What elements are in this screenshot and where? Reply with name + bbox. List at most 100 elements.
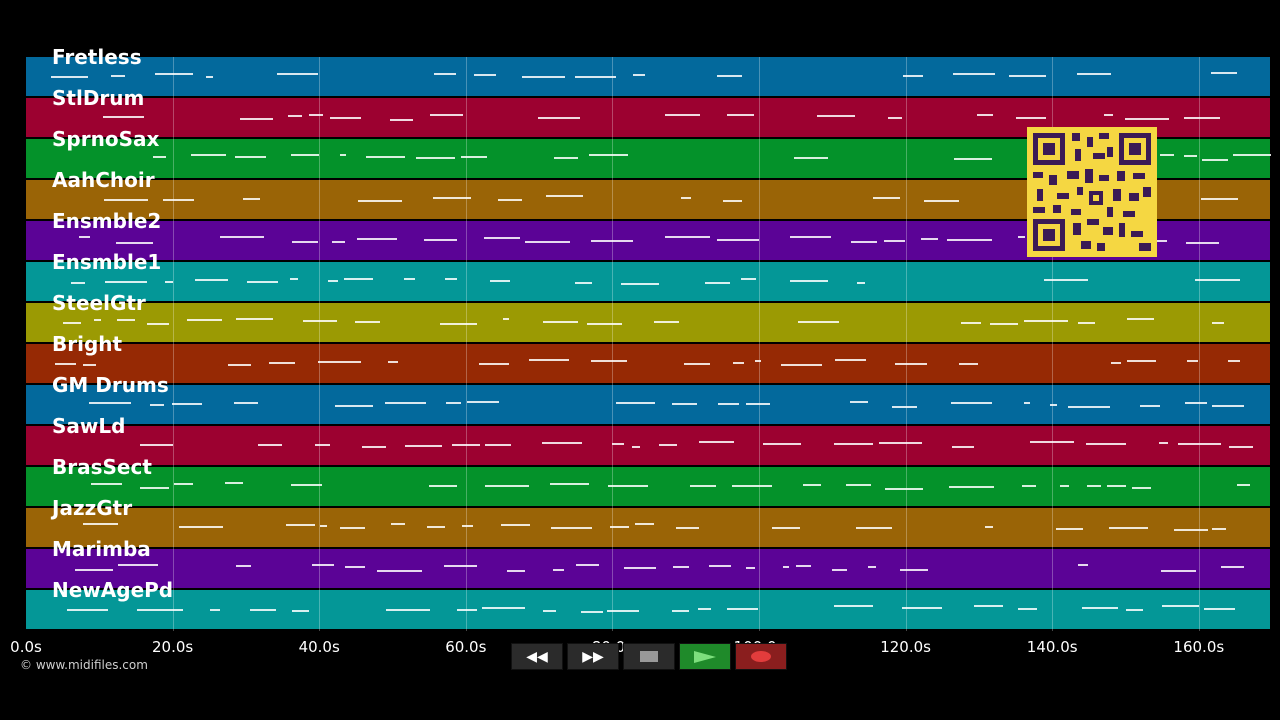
note-segment (868, 566, 877, 568)
note-segment (895, 363, 928, 365)
note-segment (1017, 236, 1026, 238)
note-segment (796, 565, 811, 567)
note-segment (240, 118, 274, 120)
note-segment (525, 241, 570, 243)
note-segment (1103, 114, 1114, 116)
note-segment (110, 75, 125, 77)
note-segment (1227, 360, 1241, 362)
axis-tick-label: 140.0s (1026, 638, 1078, 656)
track-lane (26, 303, 1270, 342)
grid-line (1052, 57, 1054, 631)
note-segment (1078, 564, 1089, 566)
note-segment (831, 569, 848, 571)
note-segment (705, 282, 730, 284)
note-segment (574, 282, 593, 284)
note-segment (205, 76, 213, 78)
note-segment (653, 321, 680, 323)
note-segment (328, 280, 338, 282)
note-segment (1107, 485, 1127, 487)
rewind-button[interactable]: ◀◀ (511, 643, 563, 670)
note-segment (1200, 198, 1238, 200)
track-label: Ensmble1 (52, 250, 162, 274)
note-segment (91, 483, 123, 485)
note-segment (250, 609, 277, 611)
note-segment (1017, 608, 1038, 610)
grid-line (759, 57, 760, 631)
note-segment (607, 610, 639, 612)
note-segment (1021, 485, 1037, 487)
note-segment (147, 323, 170, 325)
axis-tick-label: 160.0s (1173, 638, 1225, 656)
note-segment (985, 526, 994, 528)
note-segment (1183, 117, 1221, 119)
track-label: SawLd (52, 414, 126, 438)
note-segment (334, 405, 374, 407)
note-segment (1161, 605, 1200, 607)
note-segment (257, 444, 282, 446)
note-segment (67, 609, 109, 611)
note-segment (428, 485, 458, 487)
note-segment (554, 157, 578, 159)
axis-tick-label: 60.0s (445, 638, 487, 656)
note-segment (209, 609, 220, 611)
note-segment (105, 281, 147, 283)
grid-line (319, 57, 321, 631)
note-segment (953, 158, 993, 160)
note-segment (388, 361, 399, 363)
note-segment (1023, 402, 1030, 404)
note-segment (1139, 405, 1160, 407)
note-segment (116, 242, 153, 244)
note-segment (452, 444, 481, 446)
record-button[interactable] (735, 643, 787, 670)
note-segment (855, 527, 892, 529)
note-segment (884, 488, 924, 490)
note-segment (1068, 406, 1110, 408)
note-segment (140, 444, 174, 446)
note-segment (404, 445, 442, 447)
fast-forward-button[interactable]: ▶▶ (567, 643, 619, 670)
note-segment (545, 195, 583, 197)
note-segment (55, 363, 77, 365)
note-segment (754, 360, 761, 362)
note-segment (976, 114, 994, 116)
note-segment (446, 402, 462, 404)
note-segment (672, 566, 690, 568)
note-segment (542, 442, 582, 444)
note-segment (1202, 159, 1228, 161)
note-segment (432, 197, 472, 199)
note-segment (1159, 442, 1168, 444)
note-segment (763, 443, 802, 445)
play-button[interactable] (679, 643, 731, 670)
note-segment (460, 156, 487, 158)
note-segment (94, 319, 102, 321)
stop-button[interactable] (623, 643, 675, 670)
note-segment (1161, 570, 1196, 572)
note-segment (1159, 154, 1175, 156)
note-segment (522, 76, 566, 78)
note-segment (624, 567, 656, 569)
note-segment (658, 444, 677, 446)
grid-line (1198, 57, 1200, 631)
note-segment (1087, 485, 1102, 487)
note-segment (63, 322, 81, 324)
note-segment (537, 117, 580, 119)
note-segment (140, 487, 170, 489)
grid-line (465, 57, 467, 631)
note-segment (1232, 154, 1272, 156)
note-segment (1185, 242, 1219, 244)
note-segment (708, 565, 732, 567)
track-label: Fretless (52, 45, 142, 69)
grid-line (172, 57, 174, 631)
note-segment (291, 241, 318, 243)
track-label: GM Drums (52, 373, 169, 397)
track-label: SteelGtr (52, 291, 146, 315)
note-segment (314, 444, 331, 446)
note-segment (344, 278, 373, 280)
note-segment (497, 199, 522, 201)
note-segment (610, 526, 630, 528)
note-segment (1078, 322, 1096, 324)
note-segment (790, 236, 832, 238)
track-label: AahChoir (52, 168, 155, 192)
track-lane (26, 344, 1270, 383)
note-segment (391, 523, 406, 525)
